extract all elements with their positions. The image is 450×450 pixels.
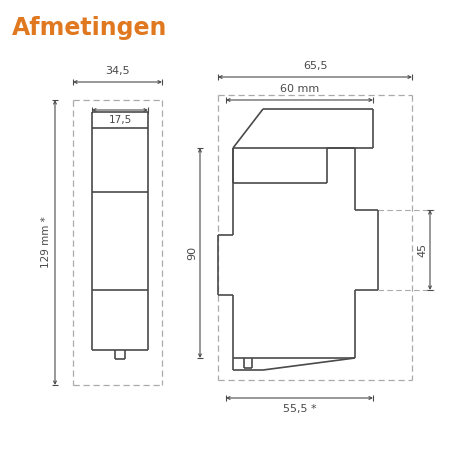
Text: 55,5 *: 55,5 * — [283, 404, 316, 414]
Text: 90: 90 — [187, 246, 197, 260]
Text: 65,5: 65,5 — [303, 61, 327, 71]
Text: 17,5: 17,5 — [108, 115, 131, 125]
Text: 129 mm *: 129 mm * — [41, 216, 51, 268]
Text: 34,5: 34,5 — [105, 66, 130, 76]
Text: 45: 45 — [417, 243, 427, 257]
Text: 60 mm: 60 mm — [280, 84, 319, 94]
Text: Afmetingen: Afmetingen — [12, 16, 167, 40]
